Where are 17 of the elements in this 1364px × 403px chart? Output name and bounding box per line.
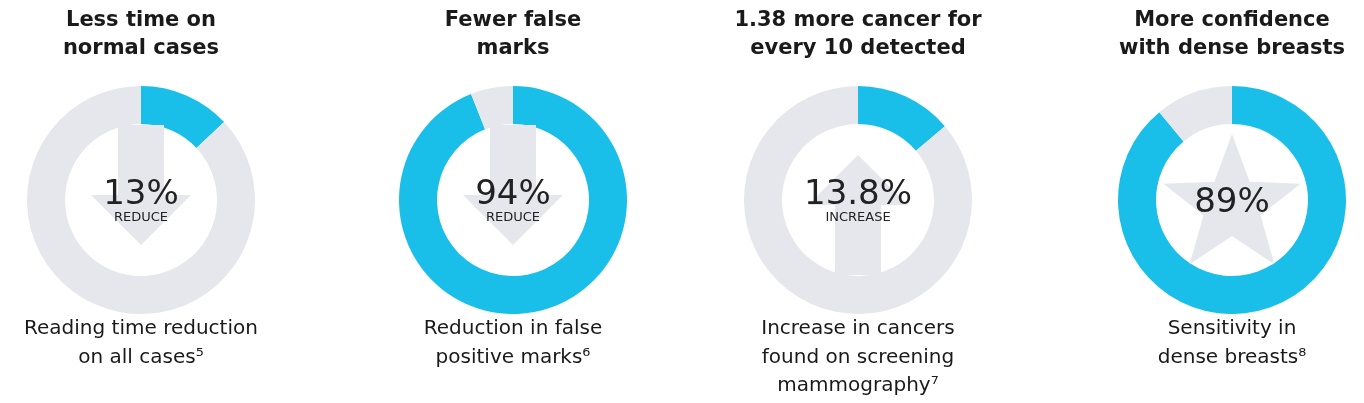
text: Reading time reduction on all cases⁵ (24, 315, 258, 368)
text: Increase in cancers found on screening mammography⁷ (761, 315, 955, 396)
donut-slice (27, 86, 255, 314)
donut-slice (141, 86, 225, 148)
chart-title: 1.38 more cancer for every 10 detected (734, 7, 983, 59)
chart-title: Fewer false marks (444, 7, 582, 59)
donut-slice (1118, 86, 1346, 314)
text: 89% (1194, 179, 1270, 220)
donut-slice (744, 86, 972, 314)
donut-slice (858, 86, 945, 151)
chart-title: More confidence with dense breasts (1118, 7, 1346, 59)
donut-slice (471, 86, 513, 130)
text: Reduction in false positive marks⁶ (423, 315, 603, 368)
donut-slice (399, 86, 627, 314)
text: Sensitivity in dense breasts⁸ (1157, 315, 1307, 368)
donut-slice (1159, 86, 1232, 142)
chart-title: Less time on normal cases (62, 7, 220, 59)
